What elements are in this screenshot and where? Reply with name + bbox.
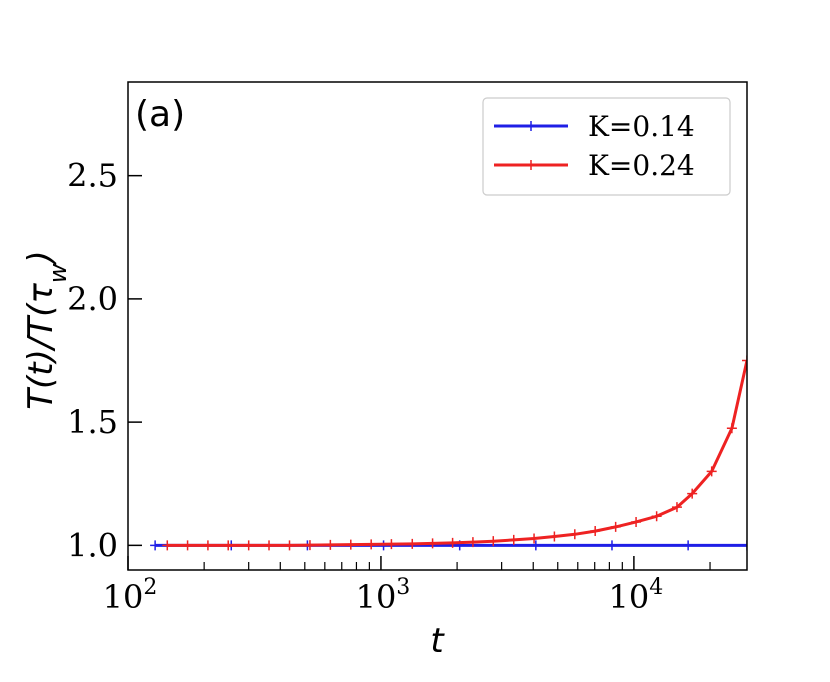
series-point-1 (488, 536, 499, 547)
series-point-1 (304, 540, 315, 551)
y-tick-label: 2.5 (67, 157, 118, 195)
series-point-1 (651, 511, 662, 522)
legend-marker-0 (526, 121, 536, 131)
y-tick-label: 1.0 (67, 526, 118, 564)
y-tick-label: 2.0 (67, 280, 118, 318)
series-point-1 (447, 537, 458, 548)
series-point-1 (366, 539, 377, 550)
series-point-1 (345, 539, 356, 550)
series-point-1 (386, 539, 397, 550)
series-point-1 (569, 529, 580, 540)
x-tick-label: 104 (609, 575, 664, 616)
legend: K=0.14 K=0.24 (482, 97, 731, 196)
series-point-1 (631, 516, 642, 527)
series-point-0 (683, 540, 694, 551)
legend-marker-1 (526, 160, 536, 170)
plot-frame (127, 81, 748, 571)
series-point-1 (508, 534, 519, 545)
x-tick-label-exponent: 2 (143, 575, 157, 600)
series-point-1 (223, 540, 234, 551)
series-point-1 (687, 488, 698, 499)
series-layer (150, 355, 747, 551)
series-point-1 (742, 355, 747, 366)
x-axis-label: t (430, 621, 445, 661)
series-point-1 (162, 540, 173, 551)
x-tick-label: 103 (356, 575, 411, 616)
series-point-0 (606, 540, 617, 551)
series-point-1 (549, 531, 560, 542)
series-point-1 (243, 540, 254, 551)
x-tick-label-base: 10 (103, 578, 144, 616)
series-point-0 (742, 540, 747, 551)
legend-label-0: K=0.14 (588, 110, 695, 143)
panel-label: (a) (135, 94, 185, 135)
series-point-1 (284, 540, 295, 551)
series-point-0 (150, 540, 161, 551)
series-point-1 (325, 539, 336, 550)
series-point-1 (610, 521, 621, 532)
x-tick-label: 102 (103, 575, 158, 616)
series-point-1 (182, 540, 193, 551)
series-point-1 (407, 538, 418, 549)
series-point-1 (529, 533, 540, 544)
series-point-1 (590, 526, 601, 537)
y-tick-label: 1.5 (67, 403, 118, 441)
x-tick-label-exponent: 3 (396, 575, 410, 600)
series-point-0 (530, 540, 541, 551)
series-point-1 (427, 538, 438, 549)
x-tick-label-base: 10 (356, 578, 397, 616)
series-point-1 (202, 540, 213, 551)
series-point-1 (706, 466, 717, 477)
series-point-1 (726, 423, 737, 434)
series-point-1 (671, 502, 682, 513)
legend-box (482, 97, 731, 196)
series-point-1 (264, 540, 275, 551)
series-point-1 (467, 537, 478, 548)
x-tick-label-exponent: 4 (649, 575, 663, 600)
x-tick-label-base: 10 (609, 578, 650, 616)
legend-label-1: K=0.24 (588, 149, 695, 182)
y-axis-label-subscript: w (44, 263, 72, 283)
